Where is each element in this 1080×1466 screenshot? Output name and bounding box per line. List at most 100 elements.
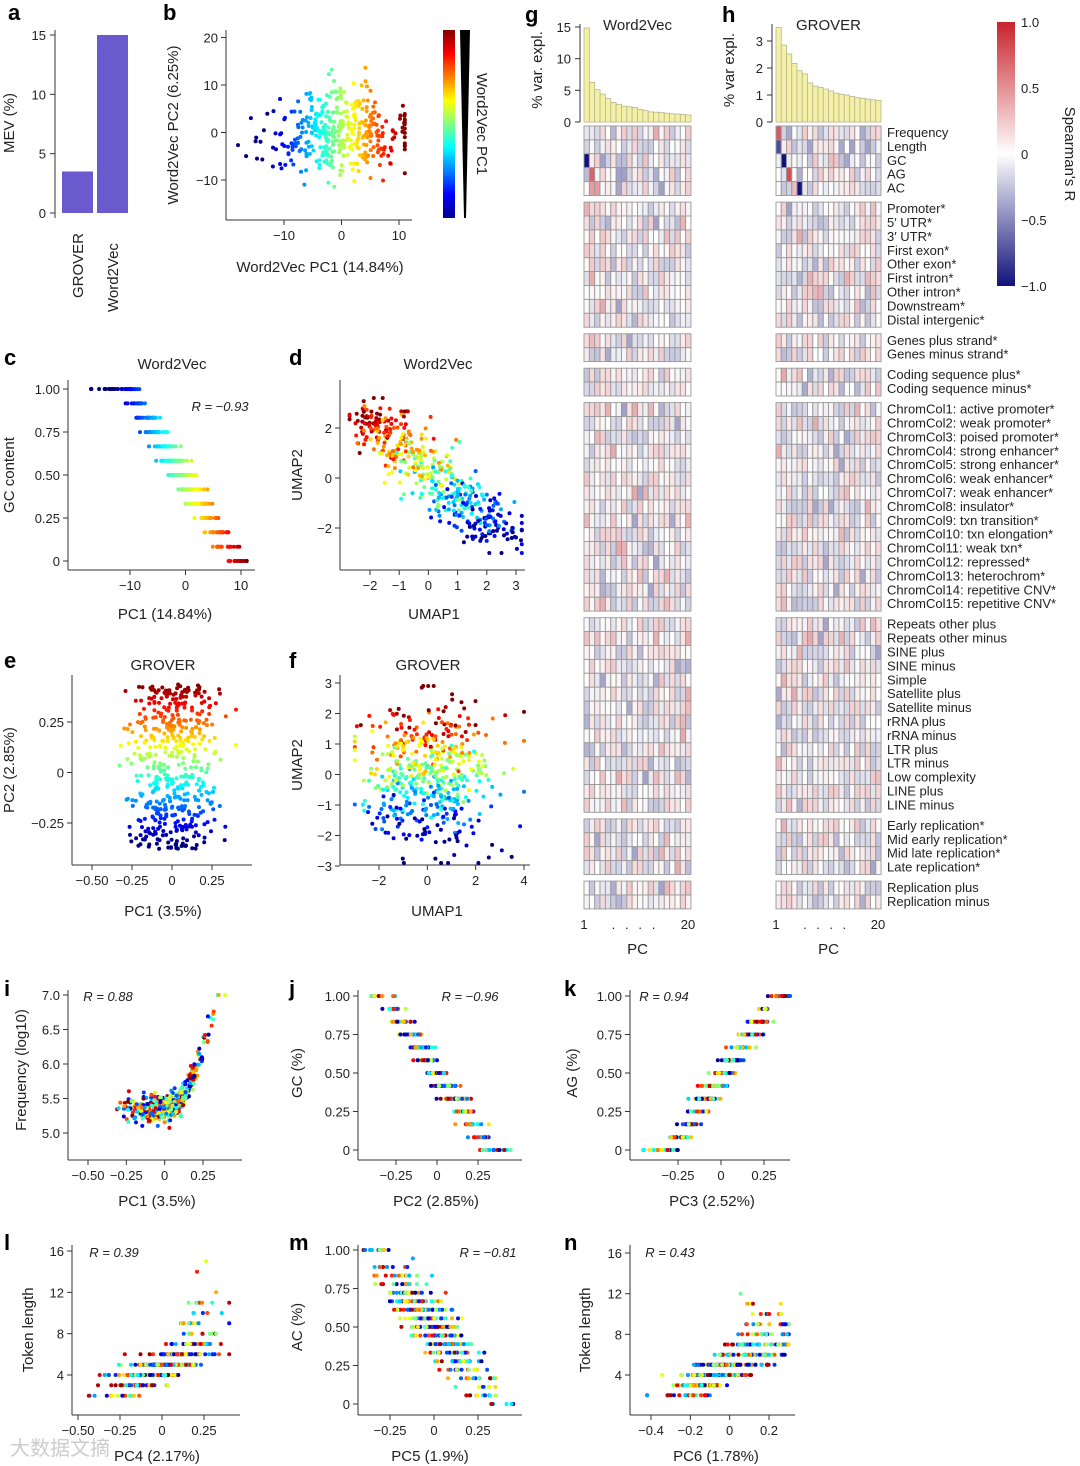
data-point: [265, 111, 270, 116]
data-point: [106, 1373, 111, 1377]
data-point: [453, 732, 458, 737]
data-point: [178, 695, 183, 700]
data-point: [502, 1148, 507, 1152]
data-point: [461, 759, 466, 764]
data-point: [273, 131, 278, 136]
data-point: [371, 396, 376, 400]
data-point: [758, 1019, 763, 1024]
data-point: [317, 135, 322, 140]
data-point: [354, 411, 359, 416]
data-point: [699, 1083, 703, 1088]
data-point: [173, 812, 178, 817]
data-point: [162, 444, 166, 449]
data-point: [369, 415, 374, 419]
data-point: [380, 774, 385, 779]
data-point: [193, 823, 198, 828]
data-point: [321, 104, 326, 108]
data-point: [175, 712, 180, 717]
data-point: [355, 441, 360, 446]
data-point: [383, 416, 388, 421]
data-point: [302, 182, 307, 187]
data-point: [466, 485, 471, 490]
x-tick-label-n: −0.2: [677, 1423, 703, 1438]
data-point: [383, 720, 388, 725]
data-point: [394, 778, 398, 783]
data-point: [473, 521, 478, 526]
data-point: [289, 158, 294, 163]
data-point: [350, 147, 355, 152]
data-point: [767, 1312, 772, 1316]
data-point: [129, 1362, 133, 1367]
data-point: [162, 1352, 167, 1357]
data-point: [202, 689, 207, 694]
data-point: [414, 454, 419, 459]
data-point: [452, 1083, 457, 1088]
data-point: [440, 804, 445, 809]
data-point: [647, 1148, 652, 1152]
data-point: [297, 149, 302, 153]
data-point: [375, 440, 380, 445]
data-point: [393, 787, 398, 792]
data-point: [455, 493, 460, 498]
data-point: [451, 787, 456, 792]
data-point: [439, 807, 444, 812]
data-point: [190, 705, 194, 710]
data-point: [414, 732, 419, 737]
data-point: [368, 426, 373, 431]
data-point: [399, 725, 404, 730]
data-point: [479, 492, 484, 497]
data-point: [428, 784, 433, 789]
data-point: [151, 715, 156, 720]
data-point: [731, 1342, 735, 1347]
data-point: [459, 1376, 463, 1381]
data-point: [182, 792, 187, 797]
data-point: [216, 993, 221, 997]
data-point: [337, 150, 342, 155]
data-point: [156, 430, 161, 435]
data-point: [459, 754, 464, 759]
data-point: [134, 415, 139, 420]
data-point: [404, 790, 409, 795]
data-point: [461, 500, 466, 505]
data-point: [185, 838, 189, 843]
data-point: [362, 157, 367, 162]
data-point: [433, 721, 438, 726]
data-point: [144, 415, 149, 420]
data-point: [399, 422, 403, 427]
data-point: [388, 1290, 393, 1295]
data-point: [448, 459, 453, 464]
data-point: [492, 534, 497, 538]
data-point: [405, 1265, 410, 1269]
data-point: [431, 790, 436, 795]
data-point: [217, 1352, 221, 1357]
data-point: [458, 1083, 463, 1088]
data-point: [771, 1019, 776, 1024]
data-point: [161, 738, 166, 743]
data-point: [459, 510, 464, 515]
data-point: [133, 1362, 138, 1367]
data-point: [171, 735, 176, 740]
data-point: [448, 755, 453, 759]
data-point: [665, 1148, 670, 1152]
data-point: [304, 168, 309, 173]
data-point: [427, 830, 432, 835]
data-point: [715, 1083, 720, 1088]
data-point: [158, 768, 163, 773]
data-point: [466, 505, 471, 510]
data-point: [433, 1342, 438, 1347]
x-tick-label-e: −0.25: [116, 873, 149, 888]
data-point: [157, 838, 162, 843]
data-point: [130, 803, 135, 808]
y-axis-label-j: GC (%): [289, 1048, 306, 1098]
data-point: [363, 1248, 368, 1252]
data-point: [472, 1135, 476, 1140]
data-point: [348, 138, 353, 143]
data-point: [476, 770, 481, 775]
data-point: [374, 1273, 379, 1278]
data-point: [323, 149, 328, 154]
data-point: [169, 473, 174, 477]
data-point: [193, 830, 198, 835]
data-point: [367, 804, 372, 809]
data-point: [436, 1071, 441, 1075]
y-axis-label-c: GC content: [1, 436, 18, 513]
